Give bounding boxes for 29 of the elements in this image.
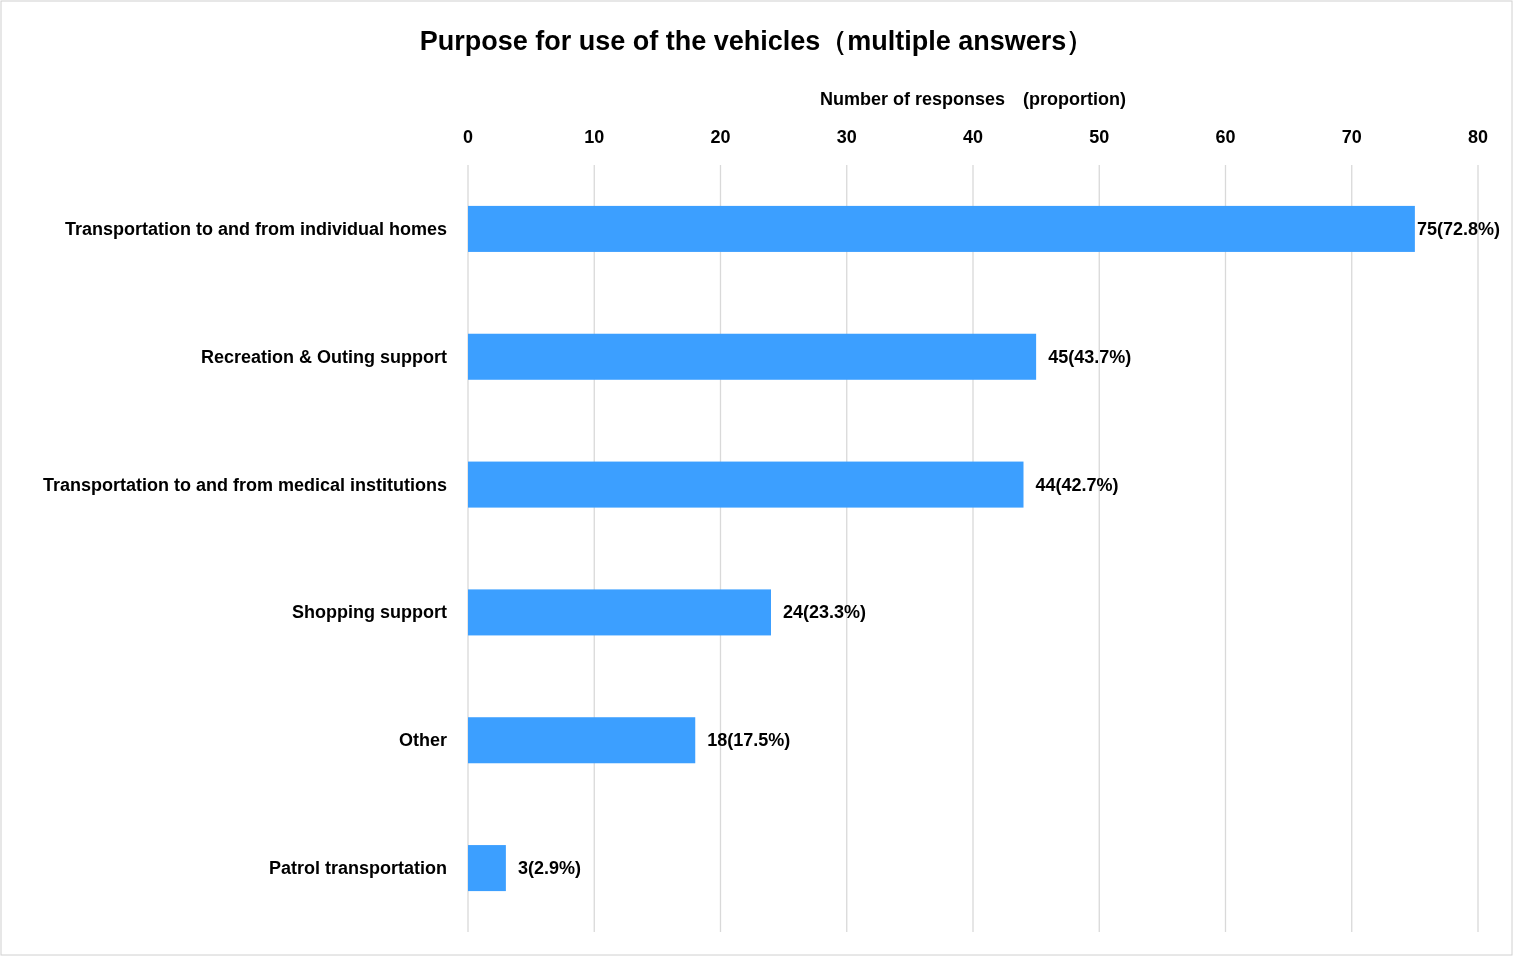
- data-label: 24(23.3%): [783, 602, 867, 623]
- y-tick-label: Recreation & Outing support: [200, 346, 447, 367]
- bar: [468, 717, 696, 764]
- bar: [468, 333, 1037, 380]
- data-label: 44(42.7%): [1035, 474, 1119, 495]
- y-tick-label: Transportation to and from individual homes: [64, 218, 447, 239]
- data-label: 45(43.7%): [1048, 346, 1132, 367]
- bar: [468, 845, 506, 892]
- x-tick-label: 40: [962, 127, 984, 147]
- bar: [468, 461, 1024, 508]
- chart-title: Purpose for use of the vehicles（multiple answers）: [419, 26, 1094, 56]
- data-label: 3(2.9%): [517, 858, 581, 879]
- x-tick-label: 0: [462, 127, 474, 147]
- bar: [468, 205, 1415, 252]
- x-tick-label: 20: [710, 127, 731, 147]
- bar: [468, 589, 771, 636]
- x-tick-label: 50: [1089, 127, 1110, 147]
- x-tick-label: 80: [1467, 127, 1489, 147]
- y-tick-label: Other: [398, 730, 447, 751]
- y-tick-label: Patrol transportation: [268, 858, 447, 879]
- x-tick-label: 30: [836, 127, 857, 147]
- y-tick-label: Transportation to and from medical institutions: [42, 474, 447, 495]
- data-label: 18(17.5%): [707, 730, 791, 751]
- x-axis-title: Number of responses (proportion): [819, 89, 1127, 109]
- x-tick-label: 10: [584, 127, 605, 147]
- data-label: 75(72.8%): [1416, 218, 1500, 239]
- x-tick-label: 70: [1341, 127, 1362, 147]
- y-tick-label: Shopping support: [292, 602, 448, 623]
- x-tick-label: 60: [1215, 127, 1236, 147]
